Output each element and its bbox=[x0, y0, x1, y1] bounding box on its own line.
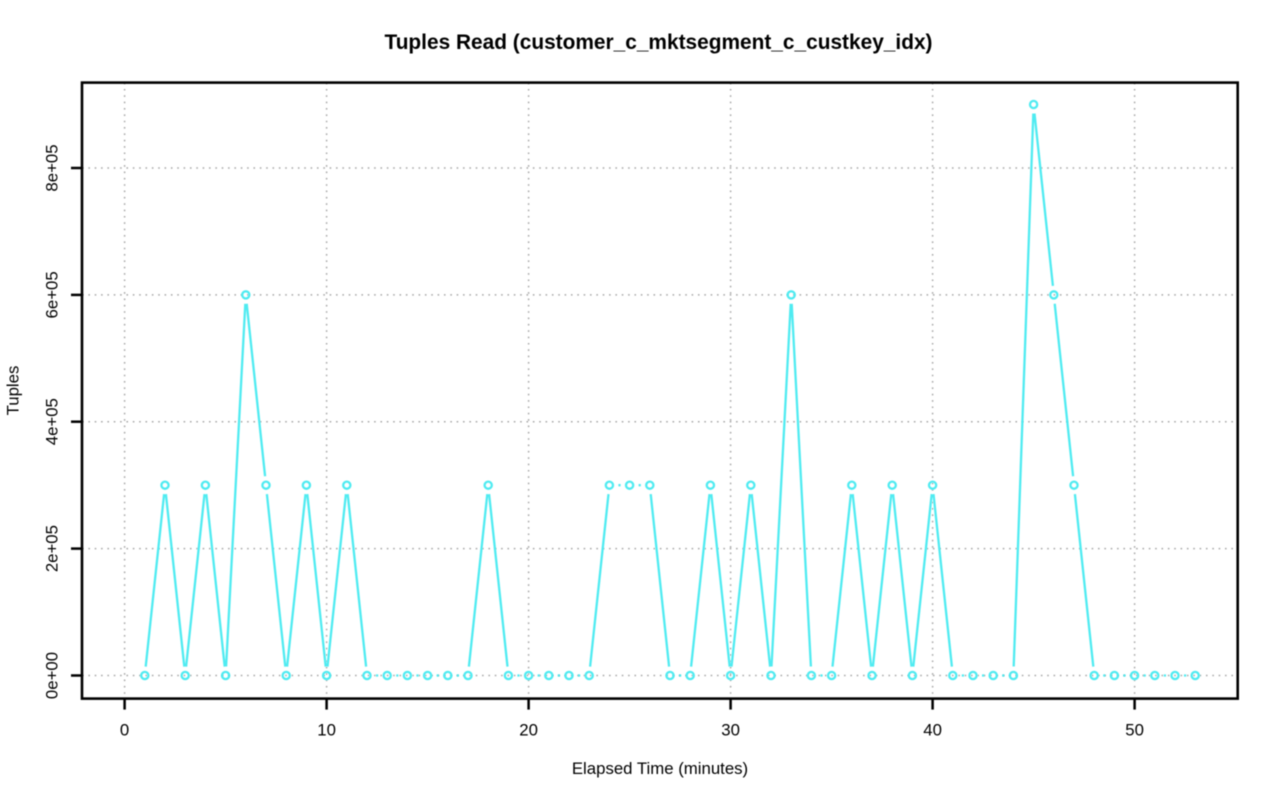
svg-text:Tuples: Tuples bbox=[4, 366, 23, 416]
svg-text:0e+00: 0e+00 bbox=[43, 652, 62, 699]
svg-text:Tuples Read (customer_c_mktseg: Tuples Read (customer_c_mktsegment_c_cus… bbox=[385, 31, 933, 54]
svg-text:4e+05: 4e+05 bbox=[43, 398, 62, 445]
svg-text:20: 20 bbox=[519, 721, 538, 740]
svg-text:6e+05: 6e+05 bbox=[43, 271, 62, 318]
svg-text:8e+05: 8e+05 bbox=[43, 144, 62, 191]
svg-text:40: 40 bbox=[923, 721, 942, 740]
svg-text:0: 0 bbox=[120, 721, 129, 740]
svg-text:10: 10 bbox=[317, 721, 336, 740]
svg-text:30: 30 bbox=[721, 721, 740, 740]
svg-text:Elapsed Time (minutes): Elapsed Time (minutes) bbox=[572, 759, 748, 778]
svg-text:50: 50 bbox=[1125, 721, 1144, 740]
svg-text:2e+05: 2e+05 bbox=[43, 525, 62, 572]
